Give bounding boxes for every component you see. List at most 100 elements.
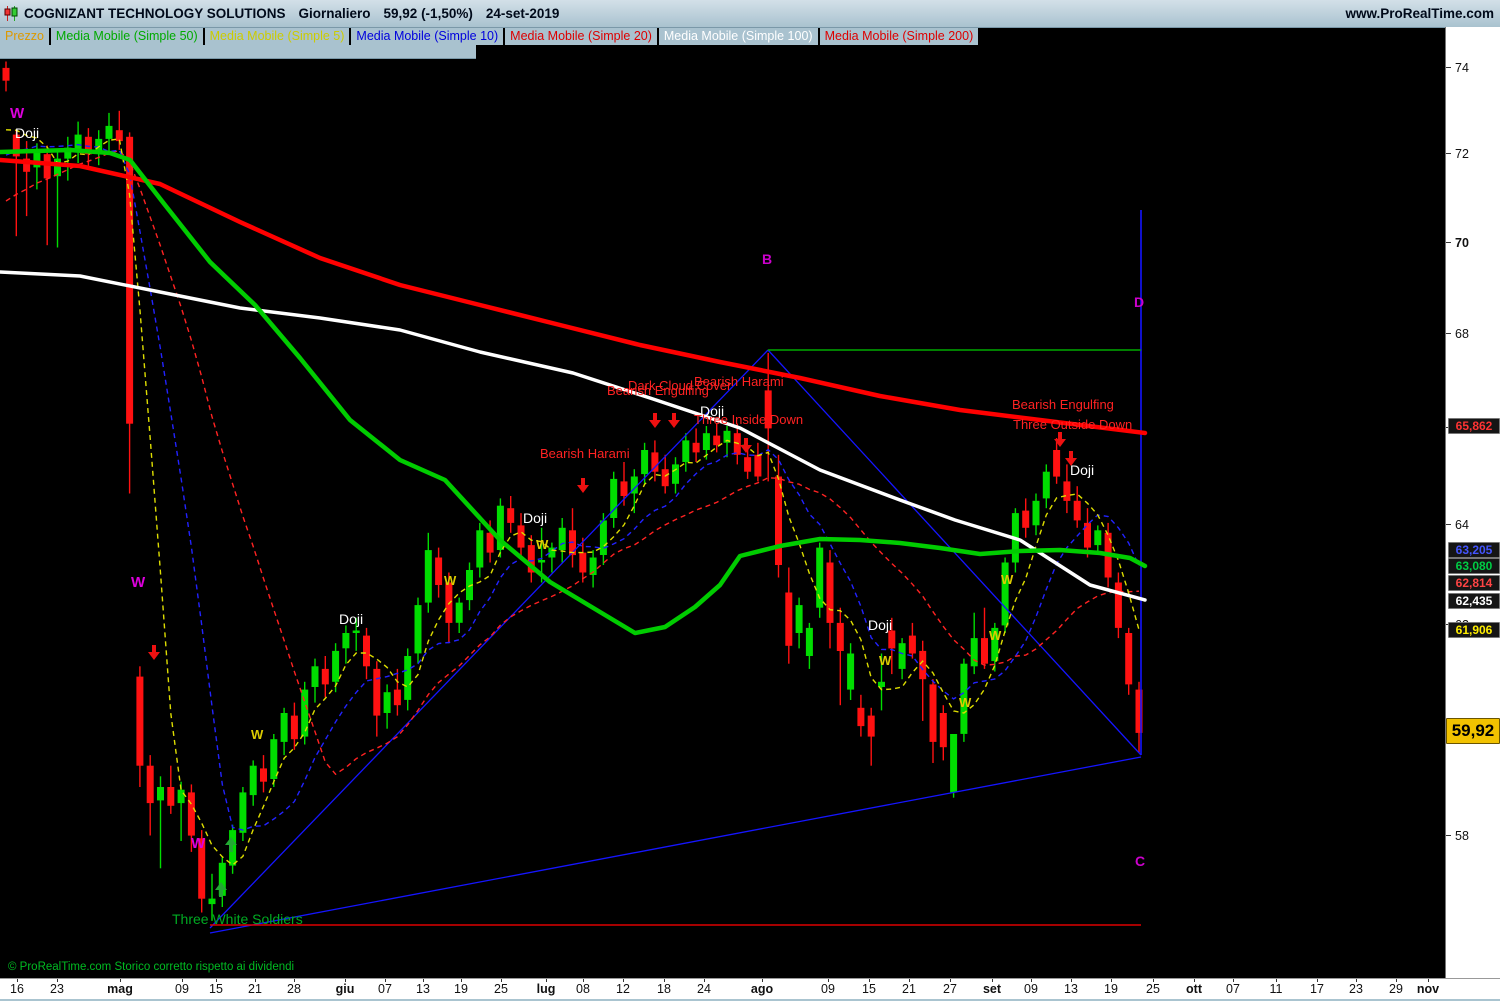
candle-body — [950, 734, 958, 793]
date-tick-mark — [423, 979, 424, 982]
candle-body — [311, 666, 319, 687]
candle-body — [888, 630, 896, 649]
chart-annotation: Dark Cloud Cover — [628, 378, 732, 393]
legend-item-0[interactable]: Prezzo — [0, 28, 49, 45]
price-axis[interactable]: 74727068666462605865,86263,20563,08062,8… — [1445, 27, 1500, 978]
date-tick-label: 16 — [10, 982, 24, 996]
candle-body — [589, 557, 597, 575]
legend-item-6[interactable]: Media Mobile (Simple 200) — [819, 28, 979, 45]
candle-body — [342, 633, 350, 649]
candle-body — [692, 442, 700, 453]
candle-body — [836, 622, 844, 651]
candle-body — [908, 635, 916, 654]
date-tick-mark — [762, 979, 763, 982]
candle-body — [538, 560, 546, 563]
candle-body — [43, 154, 51, 179]
ma-price-label: 62,435 — [1448, 593, 1500, 609]
chart-annotation: Three White Soldiers — [172, 911, 303, 927]
sell-arrow-icon — [740, 438, 752, 453]
candle-body — [919, 650, 927, 680]
date-tick-mark — [385, 979, 386, 982]
candle-body — [517, 525, 525, 548]
date-tick-label: 07 — [1226, 982, 1240, 996]
date-tick-mark — [17, 979, 18, 982]
price-tick-label: 70 — [1455, 235, 1469, 250]
trend-line[interactable] — [209, 349, 769, 929]
date-tick-mark — [1031, 979, 1032, 982]
candle-body — [208, 898, 216, 905]
candle-body — [424, 550, 432, 603]
candle-body — [290, 715, 298, 740]
date-axis[interactable]: 16 23 mag 09 15 21 28 giu 07 13 19 25 lug 08 12 18 24 ago… — [0, 978, 1500, 1001]
candle-body — [486, 532, 494, 553]
date-tick-label: 15 — [862, 982, 876, 996]
chart-annotation: Bearish Engulfing — [1012, 397, 1114, 412]
chart-annotation: Doji — [15, 125, 39, 141]
candlestick-icon — [4, 6, 18, 21]
date-tick-label: lug — [536, 982, 556, 996]
date-tick-mark — [583, 979, 584, 982]
date-tick-label: 23 — [50, 982, 64, 996]
date-tick-label: nov — [1416, 982, 1440, 996]
timeframe-label[interactable]: Giornaliero — [298, 6, 371, 21]
date-tick-label: 18 — [657, 982, 671, 996]
candle-body — [661, 469, 669, 487]
legend-item-3[interactable]: Media Mobile (Simple 10) — [351, 28, 504, 45]
ma-price-label: 63,080 — [1448, 558, 1500, 574]
legend-item-2[interactable]: Media Mobile (Simple 5) — [204, 28, 350, 45]
current-price-label: 59,92 — [1446, 718, 1500, 744]
date-tick-mark — [992, 979, 993, 982]
title-bar: COGNIZANT TECHNOLOGY SOLUTIONS Giornalie… — [0, 0, 1500, 28]
legend-item-4[interactable]: Media Mobile (Simple 20) — [505, 28, 657, 45]
price-chart[interactable]: W Doji W W Three White Soldiers Doji W W W Doji Be… — [0, 45, 1445, 978]
candle-body — [74, 134, 82, 150]
candle-body — [1022, 510, 1030, 528]
candle-body — [1094, 530, 1102, 546]
date-tick-label: 17 — [1310, 982, 1324, 996]
legend-item-5[interactable]: Media Mobile (Simple 100) — [658, 28, 818, 45]
chart-annotation: W — [131, 574, 146, 591]
candle-body — [136, 676, 144, 766]
sell-arrow-icon — [148, 645, 160, 660]
chart-annotation: Doji — [523, 510, 547, 526]
chart-annotation: W — [989, 628, 1002, 643]
candle-body — [672, 464, 679, 484]
date-tick-label: 21 — [248, 982, 262, 996]
candle-body — [466, 570, 473, 601]
sell-arrow-icon — [1054, 432, 1066, 447]
candle-body — [332, 650, 340, 682]
date-tick-mark — [294, 979, 295, 982]
candle-body — [383, 692, 391, 713]
candle-body — [1125, 633, 1133, 685]
chart-annotation: Doji — [700, 403, 724, 419]
date-tick-mark — [216, 979, 217, 982]
price-tick-mark — [1446, 834, 1451, 836]
website-link[interactable]: www.ProRealTime.com — [1345, 6, 1494, 21]
legend-item-1[interactable]: Media Mobile (Simple 50) — [50, 28, 203, 45]
candle-body — [301, 689, 309, 737]
candle-body — [651, 452, 659, 472]
chart-annotation: W — [10, 105, 25, 122]
candle-body — [260, 768, 267, 782]
date-tick-mark — [623, 979, 624, 982]
date-tick-label: 07 — [378, 982, 392, 996]
chart-annotation: W — [536, 537, 549, 552]
date-tick-label: 25 — [494, 982, 508, 996]
date-tick-mark — [869, 979, 870, 982]
date-tick-label: ott — [1186, 982, 1202, 996]
chart-annotation: Bearish Harami — [540, 446, 630, 461]
trend-line[interactable] — [209, 756, 1142, 934]
date-tick-mark — [704, 979, 705, 982]
date-tick-mark — [182, 979, 183, 982]
trend-line[interactable] — [767, 349, 1142, 756]
candle-body — [867, 715, 875, 737]
candle-body — [610, 478, 618, 518]
candle-body — [84, 136, 92, 155]
candle-body — [826, 562, 834, 623]
date-tick-label: 15 — [209, 982, 223, 996]
candle-body — [641, 450, 649, 475]
candle-body — [393, 689, 401, 706]
date-tick-label: giu — [335, 982, 355, 996]
date-tick-mark — [255, 979, 256, 982]
candle-body — [239, 792, 247, 833]
